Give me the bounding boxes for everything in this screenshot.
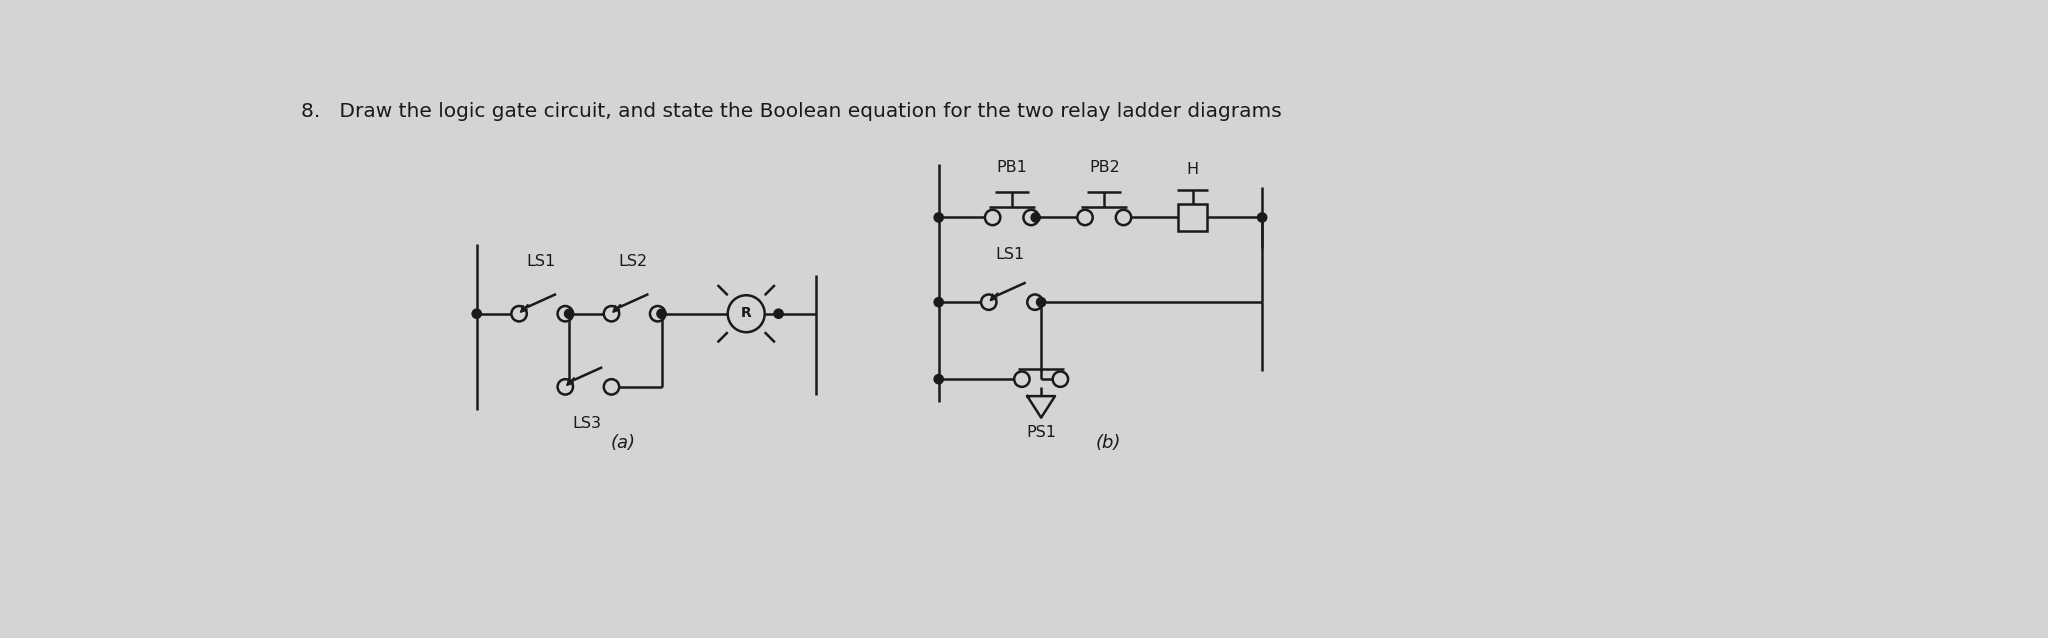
Text: PB2: PB2: [1090, 160, 1120, 175]
Circle shape: [985, 210, 999, 225]
Circle shape: [727, 295, 764, 332]
Circle shape: [473, 309, 481, 318]
Circle shape: [604, 306, 618, 322]
Circle shape: [557, 306, 573, 322]
Circle shape: [604, 379, 618, 394]
Text: H: H: [1186, 162, 1198, 177]
Text: 8.   Draw the logic gate circuit, and state the Boolean equation for the two rel: 8. Draw the logic gate circuit, and stat…: [301, 102, 1282, 121]
Circle shape: [565, 309, 573, 318]
Circle shape: [934, 213, 944, 222]
Text: (a): (a): [610, 434, 635, 452]
Circle shape: [1030, 213, 1040, 222]
Text: LS3: LS3: [571, 416, 602, 431]
Text: R: R: [741, 306, 752, 320]
Text: LS1: LS1: [995, 247, 1024, 262]
Text: PS1: PS1: [1026, 426, 1057, 440]
Bar: [1178, 204, 1208, 231]
Circle shape: [649, 306, 666, 322]
Circle shape: [774, 309, 782, 318]
Circle shape: [1036, 297, 1047, 307]
Circle shape: [1257, 213, 1268, 222]
Circle shape: [1053, 371, 1069, 387]
Text: PB1: PB1: [997, 160, 1028, 175]
Circle shape: [934, 297, 944, 307]
Circle shape: [657, 309, 666, 318]
Circle shape: [934, 375, 944, 384]
Circle shape: [1028, 295, 1042, 310]
Text: (b): (b): [1096, 434, 1120, 452]
Circle shape: [1116, 210, 1130, 225]
Circle shape: [1077, 210, 1094, 225]
Circle shape: [981, 295, 997, 310]
Circle shape: [557, 379, 573, 394]
Circle shape: [512, 306, 526, 322]
Circle shape: [1024, 210, 1038, 225]
Text: LS1: LS1: [526, 254, 555, 269]
Circle shape: [1014, 371, 1030, 387]
Text: LS2: LS2: [618, 254, 647, 269]
